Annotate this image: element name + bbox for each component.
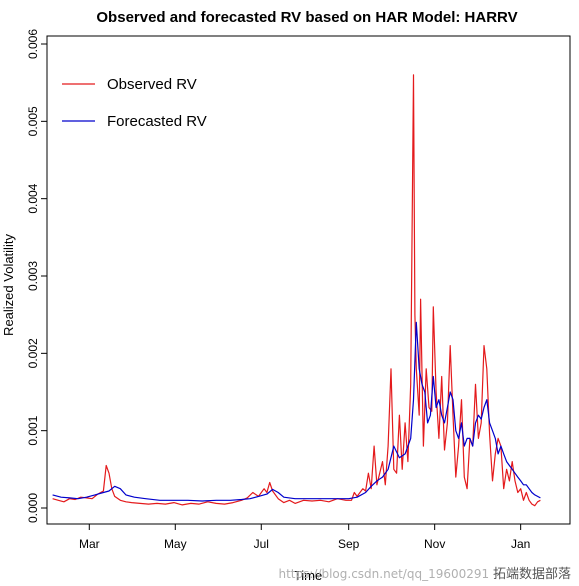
legend-label: Observed RV — [107, 76, 197, 93]
x-axis: Mar May Jul Sep Nov Jan — [79, 524, 530, 551]
x-tick-label: Mar — [79, 537, 100, 551]
x-tick-label: Nov — [424, 537, 445, 551]
series-line-observed-rv — [52, 74, 541, 507]
plot-frame — [46, 35, 571, 525]
x-tick-label: Jul — [254, 537, 269, 551]
legend: Observed RV Forecasted RV — [62, 76, 207, 130]
y-tick-label: 0.000 — [26, 493, 40, 523]
watermark-url: https://blog.csdn.net/qq_19600291 — [278, 567, 490, 581]
x-tick-label: May — [164, 537, 187, 551]
y-tick-label: 0.006 — [26, 29, 40, 59]
x-tick-label: Sep — [338, 537, 360, 551]
x-tick-label: Jan — [511, 537, 530, 551]
y-axis: 0.000 0.001 0.002 0.003 0.004 0.005 0.006 — [26, 29, 47, 523]
watermark: https://blog.csdn.net/qq_19600291 拓端数据部落 — [278, 563, 571, 582]
y-axis-label: Realized Volatility — [1, 234, 16, 336]
series-group — [52, 74, 541, 507]
x-axis-label: Time — [294, 568, 322, 583]
y-tick-label: 0.001 — [26, 415, 40, 445]
chart-title: Observed and forecasted RV based on HAR … — [96, 9, 517, 26]
y-tick-label: 0.003 — [26, 261, 40, 291]
legend-label: Forecasted RV — [107, 113, 207, 130]
watermark-brand: 拓端数据部落 — [492, 567, 571, 582]
y-tick-label: 0.004 — [26, 183, 40, 213]
y-tick-label: 0.005 — [26, 106, 40, 136]
series-line-forecasted-rv — [52, 321, 541, 502]
y-tick-label: 0.002 — [26, 338, 40, 368]
